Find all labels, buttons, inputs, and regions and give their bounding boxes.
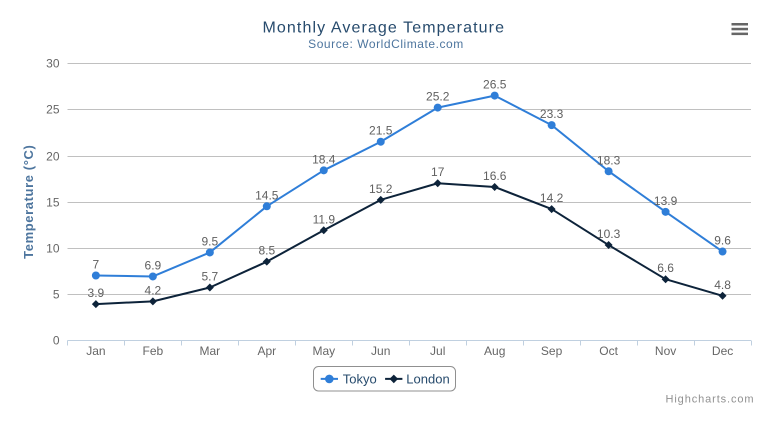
svg-text:Oct: Oct — [599, 344, 618, 358]
svg-text:Highcharts.com: Highcharts.com — [665, 394, 754, 406]
svg-text:8.5: 8.5 — [258, 244, 275, 258]
svg-text:4.8: 4.8 — [714, 278, 731, 292]
svg-text:10: 10 — [46, 242, 60, 256]
svg-text:Tokyo: Tokyo — [343, 372, 377, 387]
svg-text:21.5: 21.5 — [369, 124, 393, 138]
svg-text:Mar: Mar — [199, 344, 220, 358]
svg-text:16.6: 16.6 — [483, 169, 507, 183]
svg-text:26.5: 26.5 — [483, 78, 507, 92]
svg-text:23.3: 23.3 — [540, 107, 564, 121]
svg-text:11.9: 11.9 — [313, 212, 336, 226]
svg-text:15.2: 15.2 — [369, 182, 393, 196]
svg-text:9.5: 9.5 — [201, 234, 218, 248]
svg-text:Apr: Apr — [257, 344, 276, 358]
svg-text:Jan: Jan — [86, 344, 105, 358]
svg-text:6.9: 6.9 — [145, 258, 162, 272]
svg-text:0: 0 — [53, 334, 60, 348]
svg-text:14.5: 14.5 — [255, 188, 279, 202]
svg-text:Nov: Nov — [655, 344, 676, 358]
svg-text:15: 15 — [46, 196, 60, 210]
svg-text:Aug: Aug — [484, 344, 505, 358]
svg-text:30: 30 — [46, 57, 60, 71]
svg-text:4.2: 4.2 — [145, 283, 162, 297]
svg-text:May: May — [312, 344, 335, 358]
svg-text:Dec: Dec — [712, 344, 733, 358]
svg-text:Feb: Feb — [143, 344, 164, 358]
svg-text:20: 20 — [46, 150, 60, 164]
svg-text:10.3: 10.3 — [597, 227, 621, 241]
svg-text:London: London — [406, 372, 449, 387]
svg-text:3.9: 3.9 — [88, 286, 105, 300]
svg-text:5: 5 — [53, 288, 60, 302]
svg-text:Temperature (°C): Temperature (°C) — [21, 145, 36, 259]
svg-text:9.6: 9.6 — [714, 234, 731, 248]
svg-text:18.4: 18.4 — [312, 152, 336, 166]
svg-text:25.2: 25.2 — [426, 90, 450, 104]
svg-text:Monthly Average Temperature: Monthly Average Temperature — [263, 19, 506, 36]
svg-text:18.3: 18.3 — [597, 153, 621, 167]
svg-text:25: 25 — [46, 103, 60, 117]
svg-text:6.6: 6.6 — [657, 261, 674, 275]
svg-text:17: 17 — [431, 165, 445, 179]
svg-text:13.9: 13.9 — [654, 194, 678, 208]
svg-text:5.7: 5.7 — [201, 270, 218, 284]
svg-text:Sep: Sep — [541, 344, 563, 358]
svg-text:7: 7 — [93, 258, 100, 272]
svg-text:Jun: Jun — [371, 344, 390, 358]
svg-text:14.2: 14.2 — [540, 191, 564, 205]
svg-text:Jul: Jul — [430, 344, 445, 358]
svg-text:Source: WorldClimate.com: Source: WorldClimate.com — [308, 37, 464, 51]
